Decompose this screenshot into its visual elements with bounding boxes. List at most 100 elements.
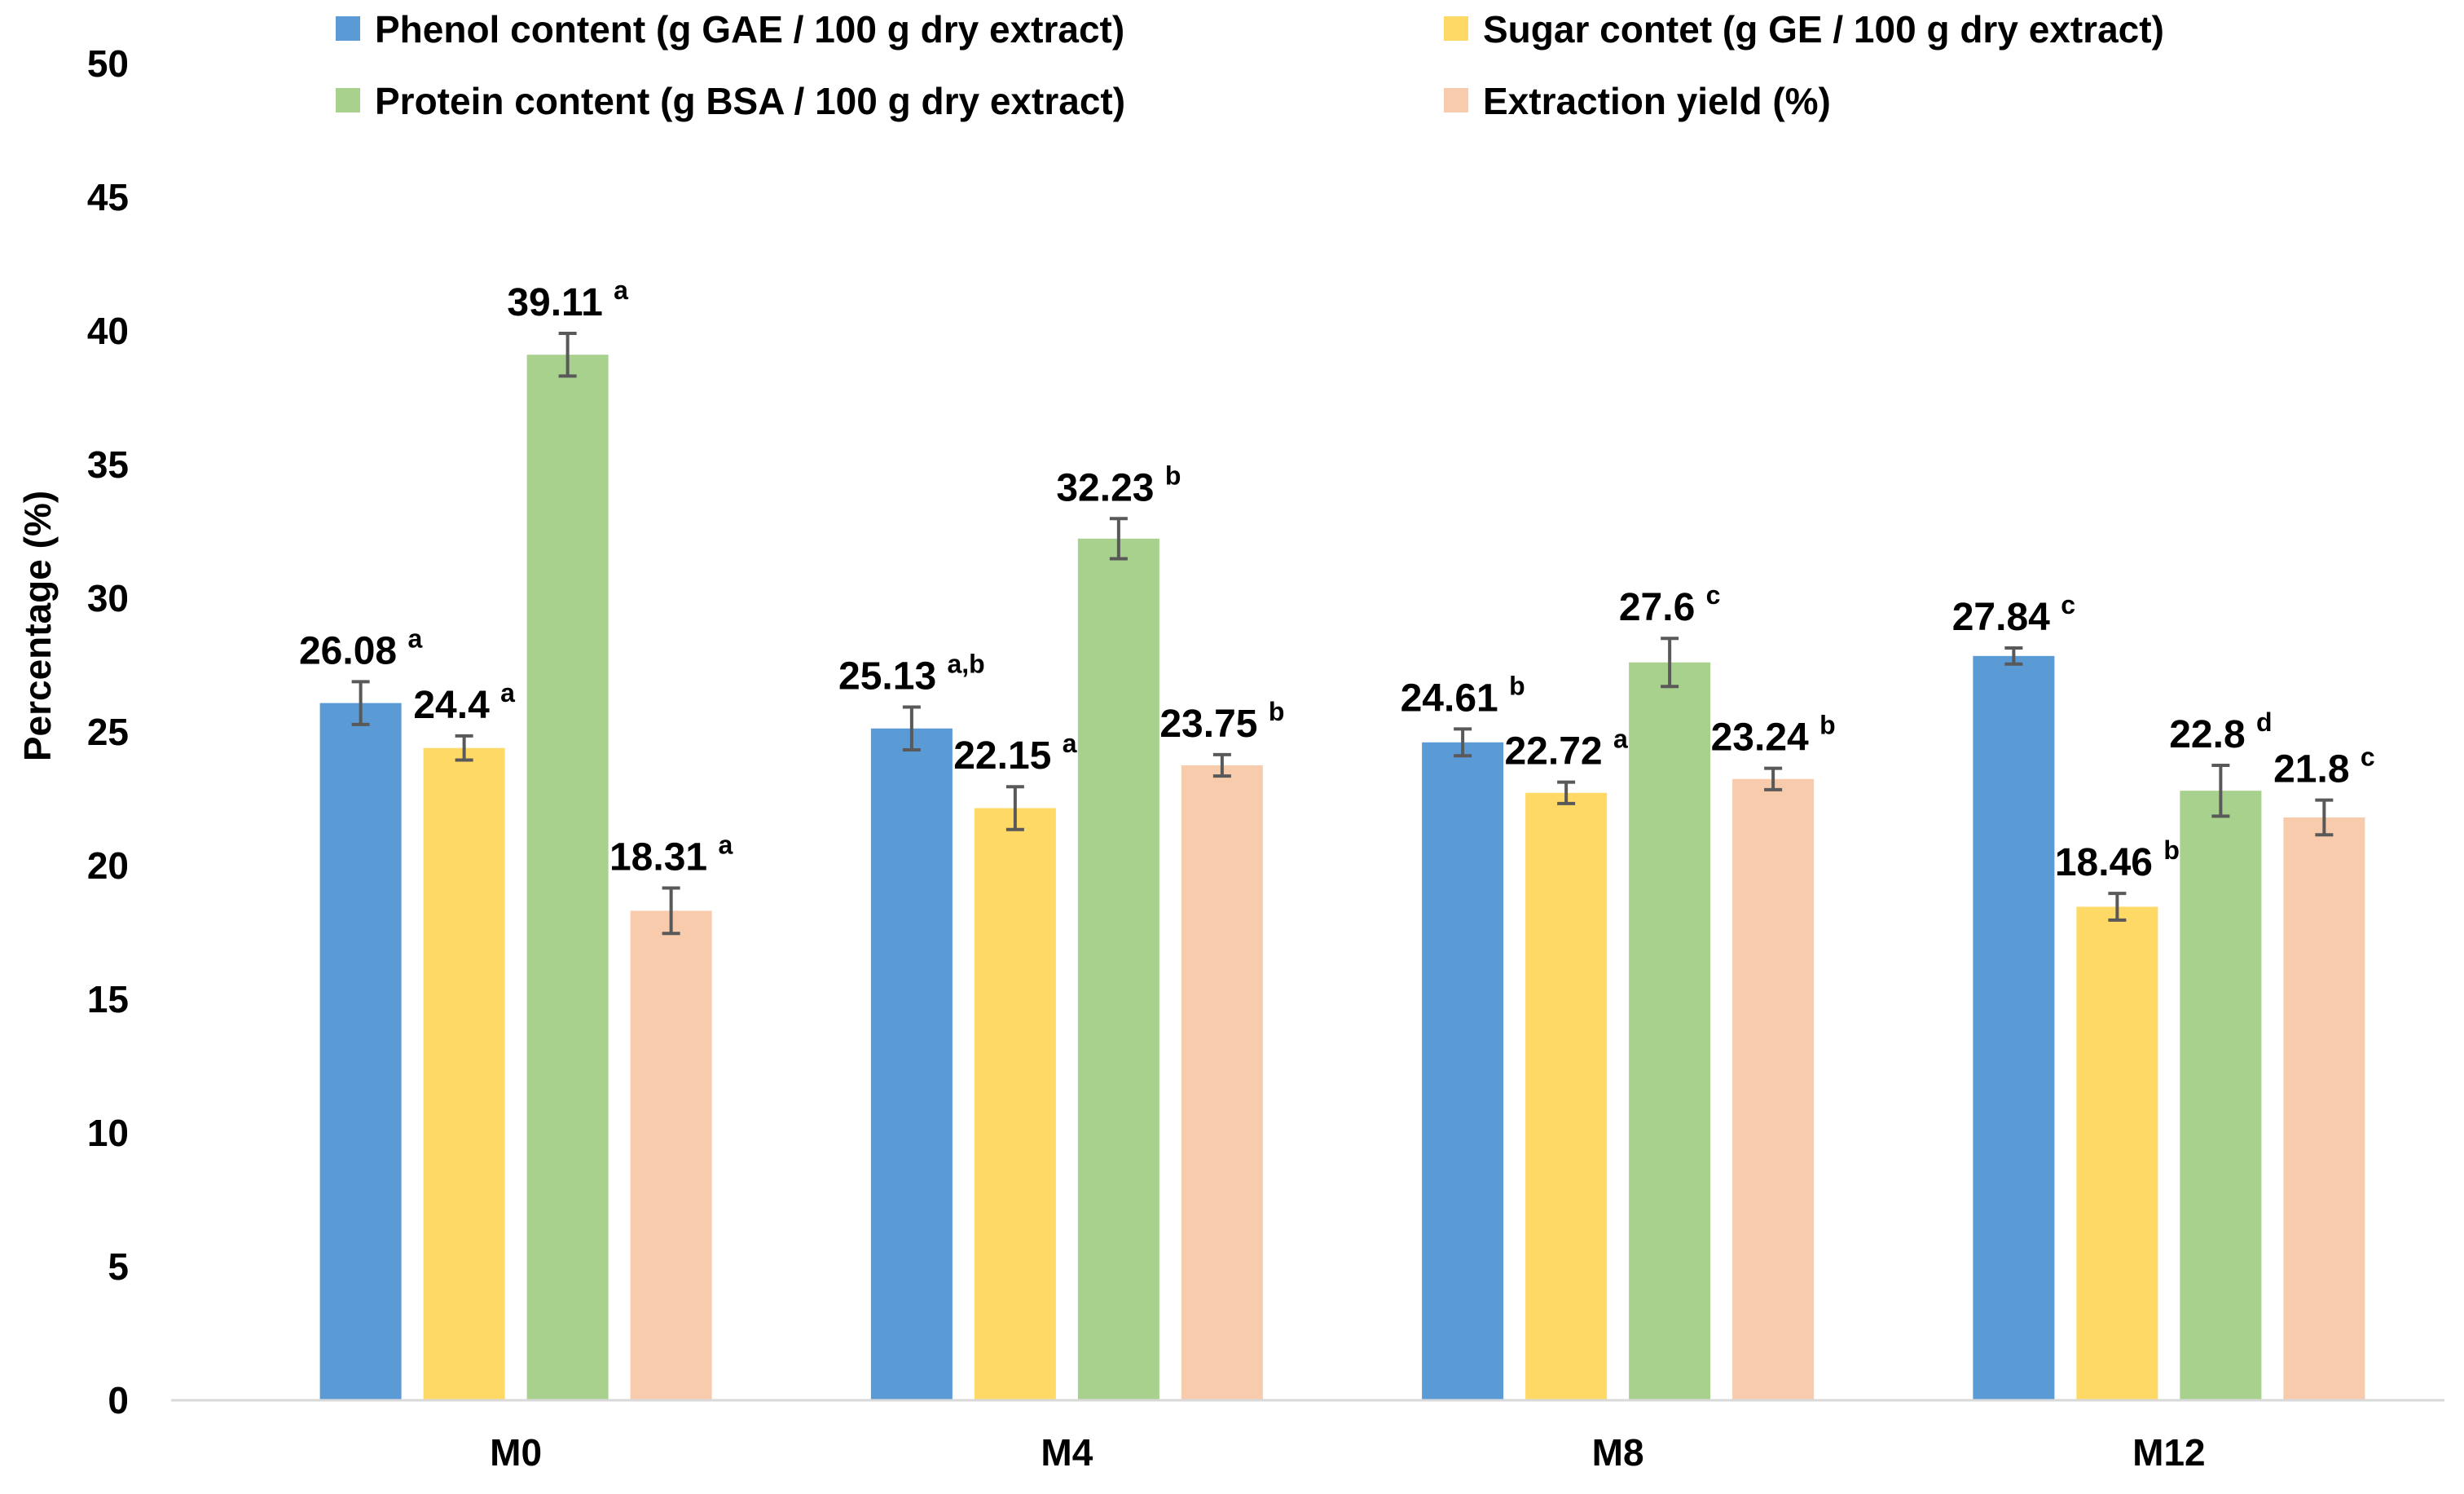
data-label-letter: a: [718, 831, 733, 860]
legend-label: Protein content (g BSA / 100 g dry extra…: [375, 80, 1125, 122]
data-label-value: 22.72: [1504, 730, 1602, 773]
data-label: 24.4 a: [413, 678, 515, 727]
data-label-letter: c: [2061, 590, 2075, 619]
data-label-letter: a,b: [947, 649, 984, 678]
data-label: 18.46 b: [2055, 835, 2180, 884]
error-bar: [2315, 798, 2334, 837]
bar: [870, 728, 953, 1400]
data-label-letter: a: [407, 624, 422, 653]
bar: [1181, 765, 1263, 1400]
legend-label: Extraction yield (%): [1483, 80, 1831, 122]
bar-group: 24.61 b 22.72 a 27.6 c 23.24 b: [1401, 580, 1836, 1400]
y-tick-label: 25: [87, 711, 129, 753]
bar: [1422, 742, 1504, 1400]
bar: [1077, 538, 1159, 1401]
data-label: 32.23 b: [1056, 461, 1181, 509]
y-tick-label: 15: [87, 978, 129, 1020]
error-bar: [351, 680, 370, 726]
data-label-letter: b: [1269, 697, 1285, 726]
data-label-letter: d: [2256, 707, 2273, 737]
data-label-value: 18.46: [2055, 841, 2153, 884]
data-label-value: 24.61: [1401, 676, 1498, 720]
data-label-value: 32.23: [1056, 466, 1154, 509]
data-label-value: 24.4: [413, 684, 490, 727]
bar: [1629, 662, 1711, 1400]
data-label: 21.8 c: [2273, 743, 2375, 791]
legend-swatch: [1444, 16, 1468, 41]
data-label-value: 26.08: [299, 629, 397, 672]
x-tick-label: M12: [2132, 1431, 2205, 1474]
y-tick-label: 10: [87, 1112, 129, 1154]
data-label-letter: c: [2361, 743, 2375, 772]
legend-item: Protein content (g BSA / 100 g dry extra…: [336, 80, 1125, 122]
legend-swatch: [1444, 88, 1468, 112]
y-tick-label: 20: [87, 844, 129, 887]
data-label-letter: a: [614, 275, 628, 305]
legend-item: Sugar contet (g GE / 100 g dry extract): [1444, 8, 2164, 51]
data-label-letter: a: [500, 678, 515, 707]
x-tick-label: M8: [1592, 1431, 1644, 1474]
bar: [526, 355, 609, 1400]
error-bar: [2211, 764, 2230, 818]
error-bar: [2108, 892, 2127, 922]
error-bar: [1005, 785, 1024, 831]
bar-group: 27.84 c 18.46 b 22.8 d21.8 c: [1952, 590, 2375, 1400]
error-bar: [902, 705, 921, 751]
data-label-value: 21.8: [2273, 748, 2349, 791]
y-tick-label: 35: [87, 443, 129, 486]
data-label: 24.61 b: [1401, 671, 1525, 720]
y-tick-label: 40: [87, 310, 129, 352]
data-label-letter: b: [1165, 461, 1181, 490]
x-tick-label: M4: [1041, 1431, 1093, 1474]
data-label: 27.84 c: [1952, 590, 2075, 639]
x-axis: M0 M4 M8 M12: [171, 1399, 2444, 1474]
data-label-value: 39.11: [507, 281, 602, 324]
bar: [630, 910, 712, 1400]
bar: [2180, 791, 2262, 1400]
x-tick-label: M0: [490, 1431, 542, 1474]
data-label-letter: c: [1706, 580, 1721, 610]
error-bar: [1109, 517, 1128, 561]
error-bar: [1454, 727, 1472, 758]
data-label: 18.31 a: [609, 831, 733, 879]
error-bar: [2004, 646, 2023, 666]
y-tick-label: 45: [87, 176, 129, 218]
bar: [974, 808, 1056, 1400]
data-label: 25.13 a,b: [838, 649, 985, 698]
data-label-value: 23.24: [1711, 716, 1809, 760]
bar: [2283, 817, 2365, 1400]
y-axis: 0 5 10 15 20 25 30 35 40 45 50: [87, 42, 129, 1421]
y-tick-label: 30: [87, 577, 129, 619]
data-label: 22.72 a: [1504, 725, 1627, 773]
legend-label: Phenol content (g GAE / 100 g dry extrac…: [375, 8, 1124, 51]
error-bar: [558, 331, 577, 378]
bar: [1525, 792, 1608, 1400]
y-axis-title: Percentage (%): [16, 491, 59, 761]
data-label: 27.6 c: [1619, 580, 1721, 629]
legend-swatch: [336, 16, 360, 41]
data-label: 26.08 a: [299, 624, 422, 672]
bar-groups: 26.08 a24.4 a39.11 a18.31 a25.13 a,b22.1…: [299, 275, 2375, 1401]
bar-group: 26.08 a24.4 a39.11 a18.31 a: [299, 275, 733, 1400]
error-bar: [1557, 780, 1576, 805]
data-label-letter: b: [1509, 671, 1525, 700]
legend-label: Sugar contet (g GE / 100 g dry extract): [1483, 8, 2164, 51]
bar: [319, 703, 402, 1400]
error-bar: [1661, 637, 1679, 689]
error-bar: [1764, 766, 1783, 791]
bar: [2076, 906, 2158, 1400]
legend: Phenol content (g GAE / 100 g dry extrac…: [336, 8, 2164, 122]
data-label: 22.8 d: [2169, 707, 2272, 756]
y-tick-label: 0: [108, 1379, 129, 1421]
data-label-letter: a: [1613, 725, 1628, 754]
error-bar: [662, 886, 680, 936]
bar: [1732, 778, 1815, 1400]
data-label-value: 22.8: [2169, 713, 2245, 756]
error-bar: [1212, 752, 1231, 778]
data-label: 39.11 a: [507, 275, 628, 324]
data-label-letter: b: [1819, 711, 1836, 740]
legend-item: Extraction yield (%): [1444, 80, 1831, 122]
bar: [1973, 655, 2055, 1400]
data-label-value: 23.75: [1159, 703, 1257, 746]
